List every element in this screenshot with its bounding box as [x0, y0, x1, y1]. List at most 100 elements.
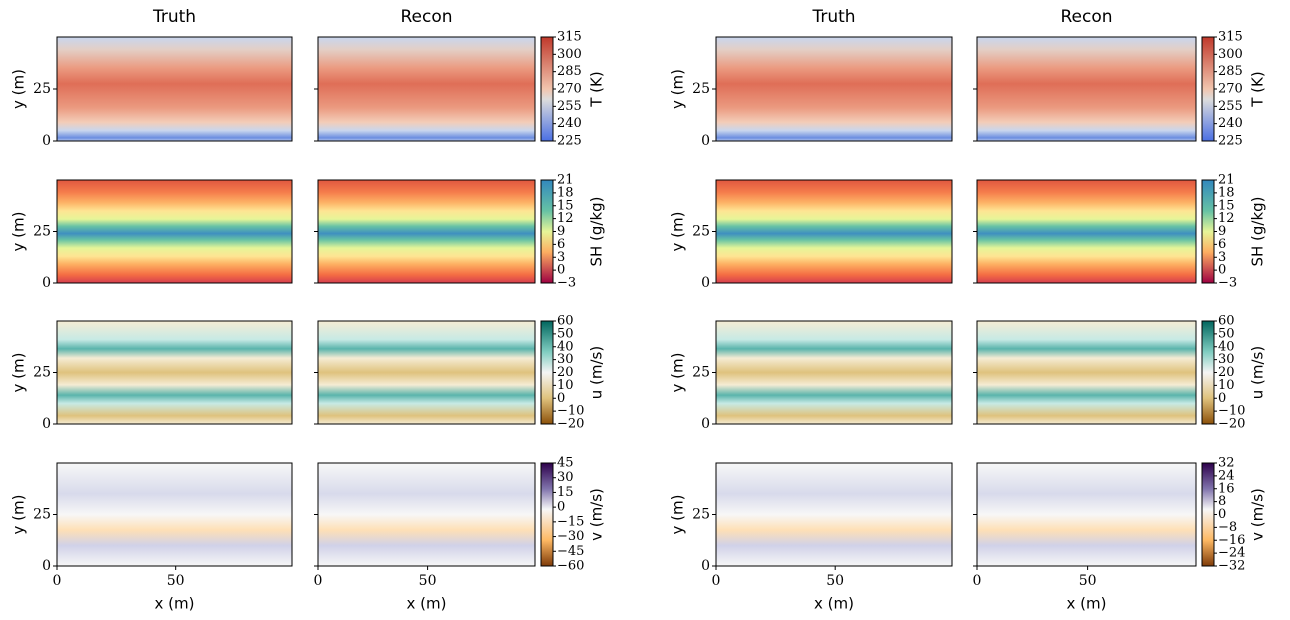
colorbar-tick-label: 15 [557, 485, 574, 500]
contour-field [56, 179, 293, 284]
y-tick-label: 0 [42, 416, 51, 432]
colorbar-tick-label: −10 [557, 404, 584, 419]
colorbar-tick-label: −20 [1218, 417, 1245, 432]
colorbar-tick-label: 0 [1218, 263, 1226, 278]
x-tick-label: 50 [167, 573, 185, 589]
colorbar-label: u (m/s) [1249, 346, 1267, 399]
colorbar-label: T (K) [1249, 71, 1267, 107]
y-tick-label: 0 [701, 416, 710, 432]
y-axis-label: y (m) [669, 495, 687, 535]
colorbar-label: T (K) [588, 71, 606, 107]
contour-field [715, 462, 953, 567]
x-tick-label: 50 [419, 573, 437, 589]
colorbar-tick-label: 300 [1218, 47, 1243, 62]
x-tick-label: 0 [53, 573, 62, 589]
column-title: Recon [1060, 7, 1112, 27]
y-tick-label: 0 [701, 275, 710, 291]
colorbar [1201, 36, 1215, 142]
colorbar-tick-label: 285 [1218, 64, 1243, 79]
y-tick-label: 25 [33, 224, 51, 240]
colorbar-tick-label: −60 [557, 559, 584, 574]
colorbar [1201, 462, 1215, 567]
colorbar-label: SH (g/kg) [588, 196, 606, 266]
colorbar [1201, 179, 1215, 284]
colorbar [540, 462, 554, 567]
colorbar-label: SH (g/kg) [1249, 196, 1267, 266]
colorbar-tick-label: 0 [1218, 507, 1226, 522]
colorbar-tick-label: 0 [557, 263, 565, 278]
column-title: Truth [811, 7, 855, 27]
y-tick-label: 25 [692, 365, 710, 381]
colorbar-tick-label: 8 [1218, 494, 1226, 509]
y-tick-label: 25 [33, 81, 51, 97]
colorbar-tick-label: 10 [1218, 378, 1235, 393]
colorbar-tick-label: 40 [557, 339, 574, 354]
colorbar-tick-label: 30 [557, 470, 574, 485]
colorbar-tick-label: 60 [1218, 314, 1235, 329]
colorbar-tick-label: 10 [557, 378, 574, 393]
y-tick-label: 25 [33, 365, 51, 381]
x-axis-label: x (m) [155, 595, 195, 613]
contour-field [976, 179, 1197, 284]
colorbar-tick-label: 16 [1218, 481, 1235, 496]
contour-field [715, 179, 953, 284]
colorbar-tick-label: 285 [557, 64, 582, 79]
colorbar-tick-label: −20 [557, 417, 584, 432]
colorbar-tick-label: 60 [557, 314, 574, 329]
colorbar-tick-label: 0 [557, 391, 565, 406]
contour-field [56, 320, 293, 425]
y-axis-label: y (m) [669, 212, 687, 252]
x-tick-label: 0 [973, 573, 982, 589]
contour-field [317, 462, 536, 567]
y-tick-label: 0 [42, 558, 51, 574]
colorbar-tick-label: 300 [557, 47, 582, 62]
colorbar-tick-label: 32 [1218, 456, 1235, 471]
contour-field [715, 36, 953, 142]
y-axis-label: y (m) [10, 212, 28, 252]
contour-field [317, 36, 536, 142]
colorbar-tick-label: 315 [557, 30, 582, 45]
x-tick-label: 0 [314, 573, 323, 589]
x-axis-label: x (m) [814, 595, 854, 613]
colorbar-tick-label: 21 [557, 173, 574, 188]
colorbar-tick-label: 18 [1218, 185, 1235, 200]
y-axis-label: y (m) [10, 69, 28, 109]
colorbar-tick-label: 12 [1218, 211, 1235, 226]
colorbar-tick-label: 9 [1218, 224, 1226, 239]
colorbar-tick-label: 3 [557, 250, 565, 265]
y-tick-label: 25 [692, 224, 710, 240]
colorbar-tick-label: 50 [1218, 326, 1235, 341]
colorbar-tick-label: 225 [557, 134, 582, 149]
colorbar-tick-label: −10 [1218, 404, 1245, 419]
colorbar-tick-label: 255 [1218, 99, 1243, 114]
colorbar [540, 179, 554, 284]
contour-field [317, 179, 536, 284]
x-tick-label: 50 [1079, 573, 1097, 589]
colorbar [540, 320, 554, 425]
colorbar-tick-label: 225 [1218, 134, 1243, 149]
y-tick-label: 0 [701, 133, 710, 149]
colorbar-tick-label: −30 [557, 529, 584, 544]
colorbar-tick-label: 6 [557, 237, 565, 252]
colorbar-tick-label: −45 [557, 544, 584, 559]
colorbar-label: u (m/s) [588, 346, 606, 399]
colorbar-tick-label: 12 [557, 211, 574, 226]
contour-field [976, 36, 1197, 142]
contour-field [976, 320, 1197, 425]
colorbar-tick-label: 270 [557, 82, 582, 97]
colorbar-tick-label: −16 [1218, 533, 1245, 548]
colorbar-tick-label: 30 [1218, 352, 1235, 367]
y-tick-label: 25 [692, 81, 710, 97]
column-title: Recon [400, 7, 452, 27]
y-axis-label: y (m) [10, 495, 28, 535]
colorbar-label: v (m/s) [588, 488, 606, 541]
y-tick-label: 0 [42, 275, 51, 291]
x-axis-label: x (m) [407, 595, 447, 613]
contour-field [317, 320, 536, 425]
colorbar-tick-label: −32 [1218, 559, 1245, 574]
colorbar-tick-label: 15 [557, 198, 574, 213]
colorbar-tick-label: −24 [1218, 546, 1245, 561]
x-tick-label: 50 [826, 573, 844, 589]
colorbar-tick-label: 20 [557, 365, 574, 380]
colorbar-tick-label: 24 [1218, 468, 1235, 483]
